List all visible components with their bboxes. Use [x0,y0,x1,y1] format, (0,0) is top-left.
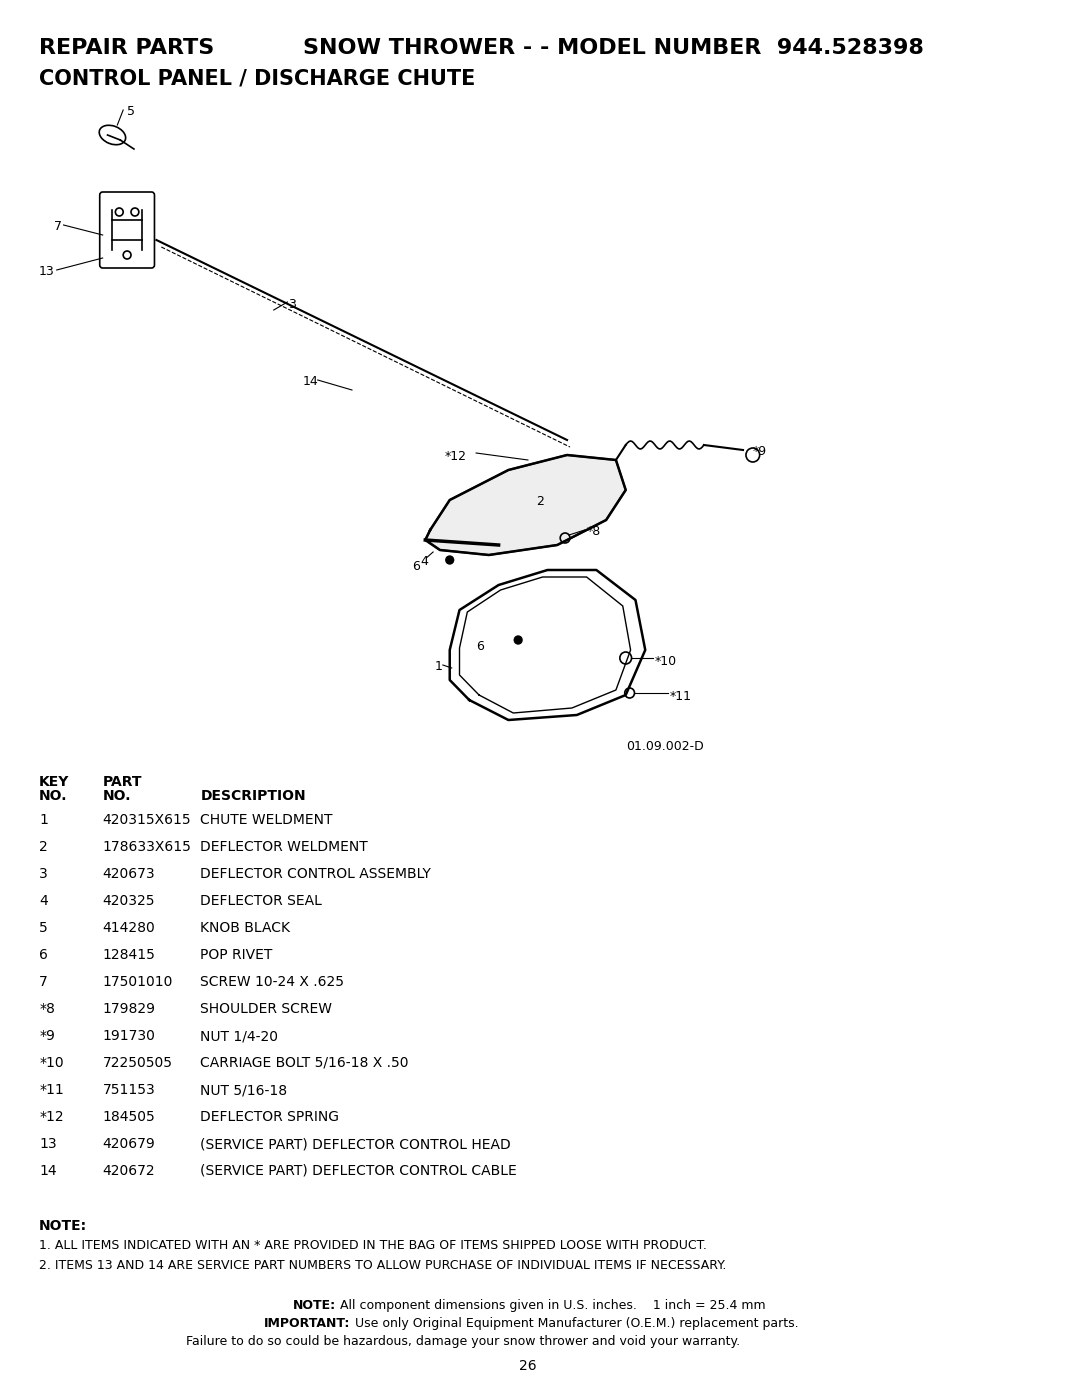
Text: 420325: 420325 [103,894,156,908]
Text: CHUTE WELDMENT: CHUTE WELDMENT [201,813,333,827]
Text: *12: *12 [39,1111,64,1125]
Text: 17501010: 17501010 [103,975,173,989]
Text: 6: 6 [476,640,484,652]
Text: NUT 5/16-18: NUT 5/16-18 [201,1083,287,1097]
Text: 420315X615: 420315X615 [103,813,191,827]
Text: 179829: 179829 [103,1002,156,1016]
Text: IMPORTANT:: IMPORTANT: [264,1317,350,1330]
Text: *8: *8 [39,1002,55,1016]
Text: 7: 7 [54,219,62,233]
Text: DEFLECTOR SEAL: DEFLECTOR SEAL [201,894,322,908]
Text: 13: 13 [39,1137,57,1151]
Text: All component dimensions given in U.S. inches.    1 inch = 25.4 mm: All component dimensions given in U.S. i… [333,1299,766,1312]
Text: 14: 14 [39,1164,57,1178]
Text: NUT 1/4-20: NUT 1/4-20 [201,1030,279,1044]
Text: 178633X615: 178633X615 [103,840,191,854]
Text: NO.: NO. [39,789,68,803]
Text: 7: 7 [39,975,48,989]
Text: 420673: 420673 [103,868,156,882]
Text: 2. ITEMS 13 AND 14 ARE SERVICE PART NUMBERS TO ALLOW PURCHASE OF INDIVIDUAL ITEM: 2. ITEMS 13 AND 14 ARE SERVICE PART NUMB… [39,1259,727,1273]
Text: PART: PART [103,775,143,789]
Text: 1: 1 [435,659,443,673]
Text: 14: 14 [303,374,319,388]
Text: *11: *11 [39,1083,64,1097]
Text: KNOB BLACK: KNOB BLACK [201,921,291,935]
Text: 5: 5 [127,105,135,117]
Text: 4: 4 [420,555,429,569]
Text: 13: 13 [39,265,55,278]
Text: *12: *12 [445,450,467,462]
Text: 5: 5 [39,921,48,935]
Text: CARRIAGE BOLT 5/16-18 X .50: CARRIAGE BOLT 5/16-18 X .50 [201,1056,409,1070]
Text: 3: 3 [288,298,296,312]
Text: 26: 26 [519,1359,537,1373]
Text: *11: *11 [670,690,691,703]
Text: 1: 1 [39,813,48,827]
Polygon shape [426,455,625,555]
Text: 3: 3 [39,868,48,882]
Text: DESCRIPTION: DESCRIPTION [201,789,306,803]
Text: *9: *9 [753,446,767,458]
Text: (SERVICE PART) DEFLECTOR CONTROL HEAD: (SERVICE PART) DEFLECTOR CONTROL HEAD [201,1137,511,1151]
Text: *8: *8 [586,525,600,538]
Text: NO.: NO. [103,789,131,803]
Text: 191730: 191730 [103,1030,156,1044]
Text: 420672: 420672 [103,1164,156,1178]
Text: SCREW 10-24 X .625: SCREW 10-24 X .625 [201,975,345,989]
Text: REPAIR PARTS: REPAIR PARTS [39,38,214,59]
Text: CONTROL PANEL / DISCHARGE CHUTE: CONTROL PANEL / DISCHARGE CHUTE [39,68,475,88]
Text: 184505: 184505 [103,1111,156,1125]
Text: 420679: 420679 [103,1137,156,1151]
Text: 6: 6 [413,560,420,573]
Text: *10: *10 [656,655,677,668]
Text: *9: *9 [39,1030,55,1044]
Text: DEFLECTOR CONTROL ASSEMBLY: DEFLECTOR CONTROL ASSEMBLY [201,868,431,882]
Text: SHOULDER SCREW: SHOULDER SCREW [201,1002,333,1016]
Text: NOTE:: NOTE: [39,1220,87,1234]
Text: 2: 2 [39,840,48,854]
Circle shape [514,636,522,644]
Text: 72250505: 72250505 [103,1056,173,1070]
Text: Use only Original Equipment Manufacturer (O.E.M.) replacement parts.: Use only Original Equipment Manufacturer… [347,1317,799,1330]
Text: 751153: 751153 [103,1083,156,1097]
Text: 1. ALL ITEMS INDICATED WITH AN * ARE PROVIDED IN THE BAG OF ITEMS SHIPPED LOOSE : 1. ALL ITEMS INDICATED WITH AN * ARE PRO… [39,1239,707,1252]
Text: 01.09.002-D: 01.09.002-D [625,740,703,753]
Text: 6: 6 [39,949,48,963]
Text: DEFLECTOR SPRING: DEFLECTOR SPRING [201,1111,339,1125]
Text: SNOW THROWER - - MODEL NUMBER  944.528398: SNOW THROWER - - MODEL NUMBER 944.528398 [303,38,924,59]
Circle shape [446,556,454,564]
Text: 414280: 414280 [103,921,156,935]
Text: 2: 2 [536,495,543,509]
Text: (SERVICE PART) DEFLECTOR CONTROL CABLE: (SERVICE PART) DEFLECTOR CONTROL CABLE [201,1164,517,1178]
Text: 4: 4 [39,894,48,908]
Text: DEFLECTOR WELDMENT: DEFLECTOR WELDMENT [201,840,368,854]
Text: *10: *10 [39,1056,64,1070]
Text: NOTE:: NOTE: [294,1299,337,1312]
Text: 128415: 128415 [103,949,156,963]
Text: POP RIVET: POP RIVET [201,949,273,963]
Text: Failure to do so could be hazardous, damage your snow thrower and void your warr: Failure to do so could be hazardous, dam… [186,1336,740,1348]
Text: KEY: KEY [39,775,69,789]
